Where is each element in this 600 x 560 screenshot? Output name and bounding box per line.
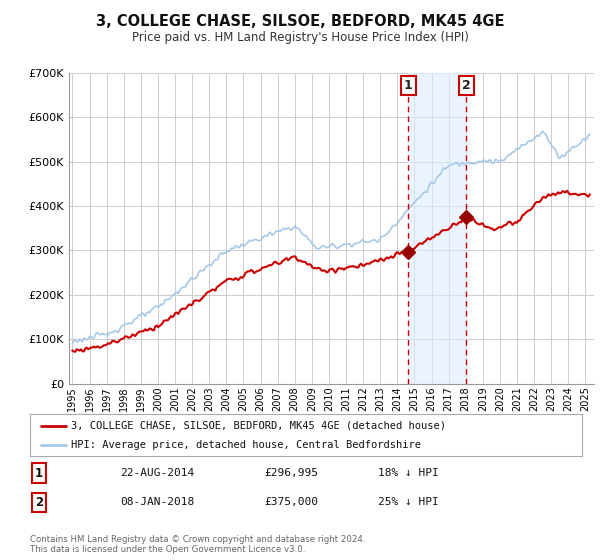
Text: 22-AUG-2014: 22-AUG-2014 — [120, 468, 194, 478]
Text: 3, COLLEGE CHASE, SILSOE, BEDFORD, MK45 4GE (detached house): 3, COLLEGE CHASE, SILSOE, BEDFORD, MK45 … — [71, 421, 446, 431]
Text: 08-JAN-2018: 08-JAN-2018 — [120, 497, 194, 507]
Text: 2: 2 — [461, 79, 470, 92]
Text: 1: 1 — [35, 466, 43, 480]
Text: Price paid vs. HM Land Registry's House Price Index (HPI): Price paid vs. HM Land Registry's House … — [131, 31, 469, 44]
Text: Contains HM Land Registry data © Crown copyright and database right 2024.: Contains HM Land Registry data © Crown c… — [30, 535, 365, 544]
Text: 25% ↓ HPI: 25% ↓ HPI — [378, 497, 439, 507]
Text: £296,995: £296,995 — [264, 468, 318, 478]
Text: 3, COLLEGE CHASE, SILSOE, BEDFORD, MK45 4GE: 3, COLLEGE CHASE, SILSOE, BEDFORD, MK45 … — [96, 14, 504, 29]
Text: £375,000: £375,000 — [264, 497, 318, 507]
Text: 18% ↓ HPI: 18% ↓ HPI — [378, 468, 439, 478]
Text: 2: 2 — [35, 496, 43, 509]
Text: HPI: Average price, detached house, Central Bedfordshire: HPI: Average price, detached house, Cent… — [71, 440, 421, 450]
Text: This data is licensed under the Open Government Licence v3.0.: This data is licensed under the Open Gov… — [30, 545, 305, 554]
Bar — [409, 73, 466, 384]
Text: 1: 1 — [404, 79, 413, 92]
